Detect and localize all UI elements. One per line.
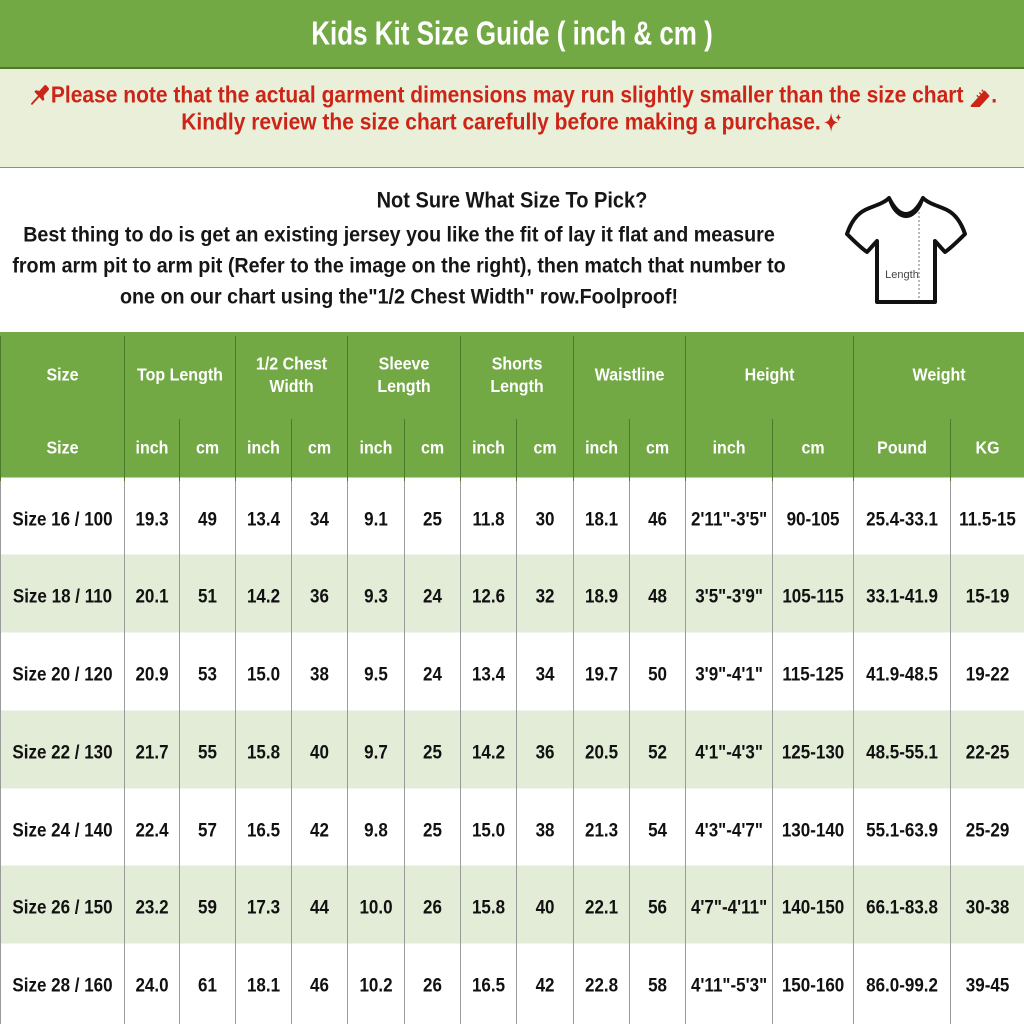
svg-text:Length: Length: [885, 269, 919, 281]
